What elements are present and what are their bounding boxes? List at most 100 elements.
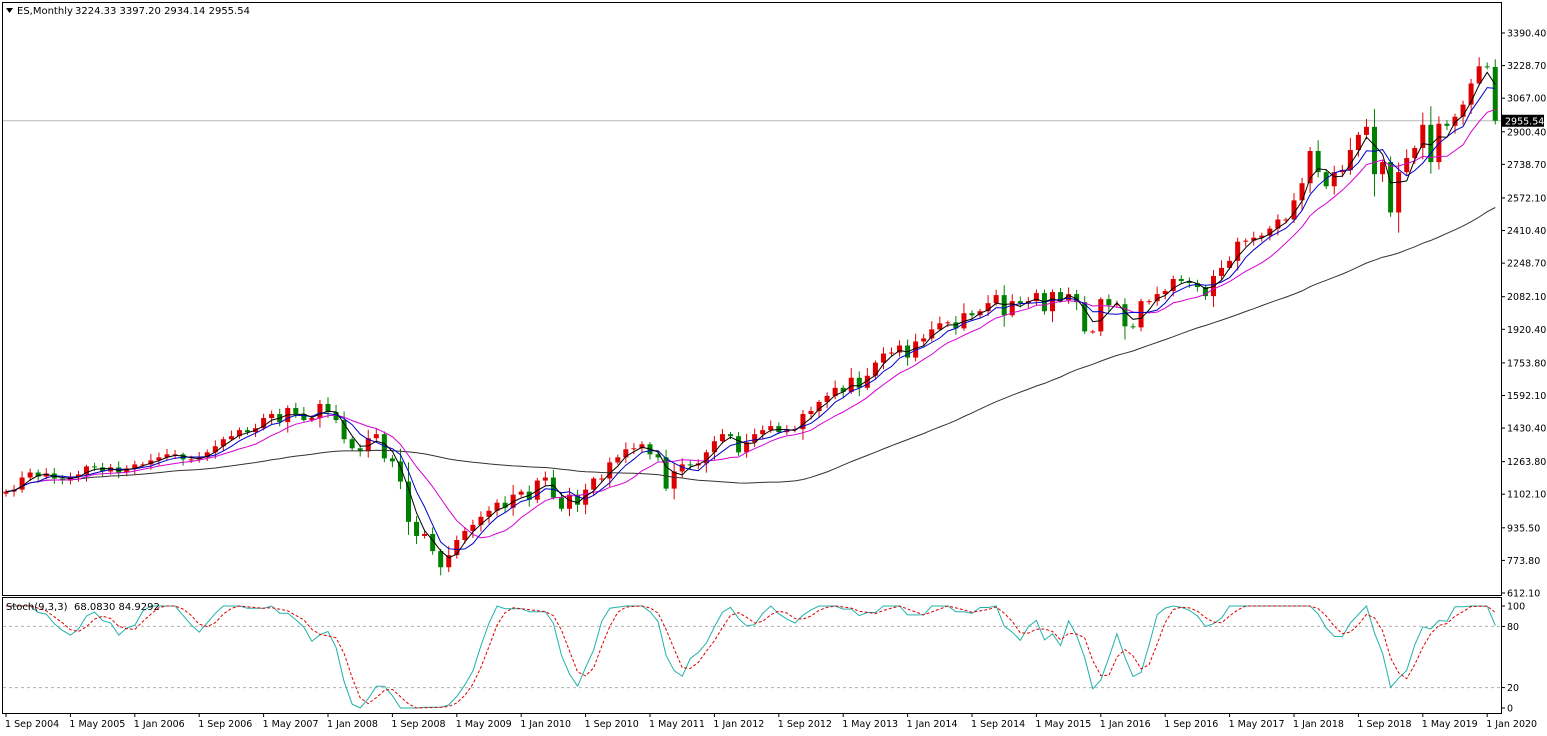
candle-body [880,353,886,363]
candle-body [494,502,500,511]
candle-body [953,322,959,329]
candle-body [1412,147,1418,159]
candle-body [454,540,460,556]
candle-body [438,551,444,568]
candle-body [325,403,331,413]
candle-body [156,457,162,461]
candle-body [518,491,524,495]
time-tick-label: 1 Sep 2012 [778,719,832,730]
price-tick-label: 1592.10 [1507,391,1546,402]
candle-body [719,434,725,442]
price-tick-label: 2572.10 [1507,193,1546,204]
ma-slow-line [5,109,1496,539]
price-tick-label: 773.80 [1507,556,1540,567]
candle-body [687,464,693,466]
candle-body [1194,283,1200,288]
candle-body [478,516,484,525]
stoch-values: 68.0830 84.9292 [74,602,160,613]
candle-body [373,434,379,439]
candle-body [623,449,629,458]
candle-body [43,473,49,477]
candle-body [840,387,846,392]
candle-body [124,468,130,473]
candle-body [1283,219,1289,221]
stoch-pane-frame [2,597,1502,714]
candle-body [1235,241,1241,261]
candle-body [1259,235,1265,238]
stoch-name: Stoch(9,3,3) [6,602,68,613]
price-tick-label: 1102.10 [1507,490,1546,501]
candle-body [3,491,9,494]
candle-body [1420,124,1426,148]
candle-body [768,426,774,431]
candle-body [100,467,106,472]
candle-body [1066,294,1072,301]
candle-body [301,414,307,421]
candle-body [663,457,669,489]
candle-body [317,403,323,419]
time-tick-label: 1 May 2005 [69,719,125,730]
candle-body [993,295,999,304]
candle-body [116,467,122,473]
stoch-tick-label: 80 [1507,622,1519,633]
time-tick-label: 1 May 2011 [649,719,705,730]
candle-body [937,323,943,330]
candle-body [1243,240,1249,242]
price-tick-label: 2248.70 [1507,259,1546,270]
price-tick-label: 1430.40 [1507,424,1546,435]
candle-body [1275,219,1281,229]
price-tick-label: 1920.40 [1507,325,1546,336]
price-tick-label: 3228.70 [1507,61,1546,72]
candle-body [655,454,661,458]
candle-body [19,477,25,490]
candle-body [462,530,468,541]
time-tick-label: 1 Jan 2020 [1486,719,1537,730]
time-tick-label: 1 May 2015 [1035,719,1091,730]
candle-body [921,338,927,342]
candle-body [228,436,234,440]
price-tick-label: 935.50 [1507,523,1540,534]
candle-body [889,352,894,354]
candle-body [1251,237,1257,241]
candle-body [220,439,226,447]
candle-body [212,446,218,453]
chevron-down-icon[interactable] [6,8,13,13]
price-marks [3,57,1498,576]
candle-body [864,375,870,388]
candle-body [1331,172,1337,187]
candle-body [1170,278,1176,292]
time-tick-label: 1 Sep 2006 [198,719,252,730]
time-tick-label: 1 May 2009 [456,719,512,730]
candle-body [75,474,81,477]
candle-body [1355,134,1361,150]
candle-body [1476,66,1482,84]
candle-body [1114,304,1120,306]
candle-body [744,442,750,453]
candle-body [945,322,951,324]
candle-body [1017,301,1023,304]
candle-body [583,489,589,505]
candle-body [897,345,903,353]
price-pane-frame [2,2,1502,596]
candle-body [397,461,403,482]
candle-body [1315,150,1321,173]
stoch-tick-label: 100 [1507,602,1525,613]
candle-body [736,436,742,453]
candle-body [132,464,138,469]
candle-body [164,454,170,458]
time-tick-label: 1 Jan 2012 [713,719,764,730]
candle-body [1388,162,1394,213]
candle-body [591,478,597,490]
candle-body [1130,326,1136,328]
candle-body [969,313,975,316]
time-tick-label: 1 Jan 2010 [520,719,571,730]
candle-body [1404,158,1410,173]
axis-labels: 3390.40 3228.70 3067.00 2900.40 2738.70 2572.… [5,29,1546,731]
candle-body [309,418,315,421]
candle-body [703,452,709,464]
candle-body [639,444,645,449]
candle-body [188,459,194,461]
candle-body [389,458,395,462]
candle-body [1460,104,1466,117]
